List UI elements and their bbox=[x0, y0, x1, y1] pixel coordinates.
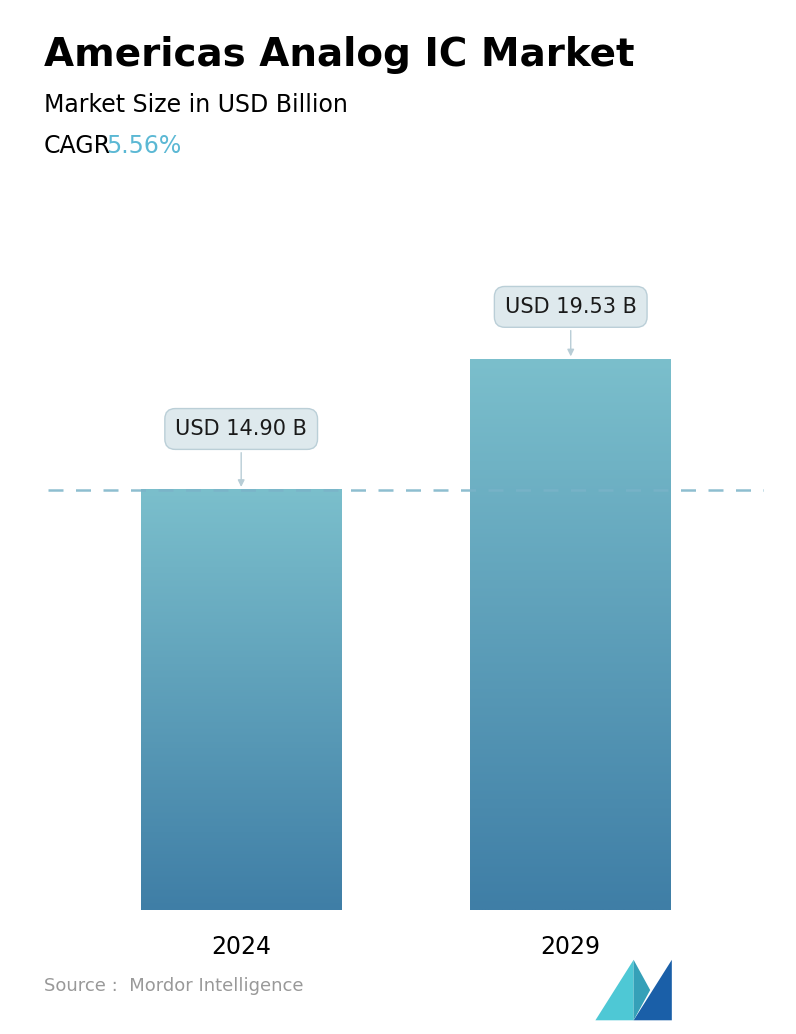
Text: Market Size in USD Billion: Market Size in USD Billion bbox=[44, 93, 348, 117]
Text: 5.56%: 5.56% bbox=[106, 134, 181, 158]
Polygon shape bbox=[595, 960, 634, 1021]
Polygon shape bbox=[634, 960, 672, 1021]
Text: Americas Analog IC Market: Americas Analog IC Market bbox=[44, 36, 634, 74]
Text: Source :  Mordor Intelligence: Source : Mordor Intelligence bbox=[44, 977, 303, 995]
Polygon shape bbox=[634, 960, 650, 1021]
Text: USD 19.53 B: USD 19.53 B bbox=[505, 297, 637, 355]
Text: USD 14.90 B: USD 14.90 B bbox=[175, 419, 307, 485]
Text: CAGR: CAGR bbox=[44, 134, 111, 158]
